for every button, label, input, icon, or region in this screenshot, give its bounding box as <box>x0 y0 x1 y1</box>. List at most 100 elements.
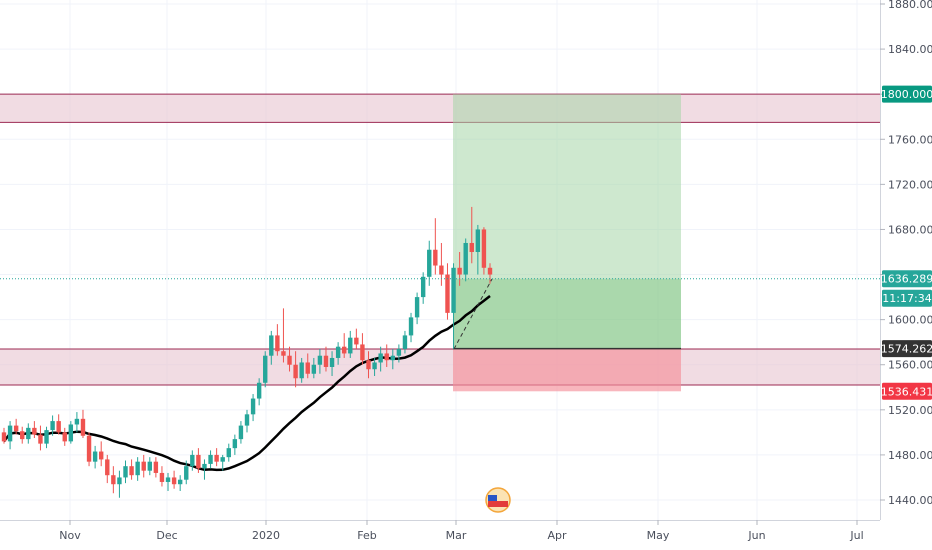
x-tick-label: Apr <box>547 529 567 542</box>
candle-body <box>56 421 61 433</box>
y-tick-label: 1760.000 <box>888 133 932 146</box>
long-position-tool[interactable] <box>453 94 681 392</box>
candle-body <box>433 249 438 266</box>
candle-body <box>457 267 462 275</box>
candle-body <box>269 335 274 356</box>
candle-body <box>165 477 171 482</box>
y-tick-label: 1720.000 <box>888 178 932 191</box>
price-axis[interactable]: 1880.000 1840.000 1800.000 1760.000 1720.000… <box>880 0 932 507</box>
candle-body <box>44 430 49 444</box>
candle-body <box>323 355 329 367</box>
loss-area[interactable] <box>453 348 681 392</box>
candle-body <box>32 427 37 435</box>
candle-body <box>390 355 395 361</box>
x-tick-label: Feb <box>357 529 376 542</box>
x-tick-label: May <box>647 529 670 542</box>
trend-line[interactable] <box>453 278 493 350</box>
candle-body <box>20 431 25 440</box>
resistance-zone[interactable] <box>0 94 880 123</box>
price-tags: 1800.000 1636.289 11:17:34 1574.262 1536.431 <box>881 85 932 400</box>
candle-body <box>305 362 310 374</box>
candle-body <box>38 434 43 444</box>
candle-body <box>451 267 456 313</box>
candle-body <box>487 267 493 275</box>
candle-body <box>171 477 177 485</box>
candle-body <box>196 454 201 469</box>
y-tick-label: 1560.000 <box>888 359 932 372</box>
candle-body <box>129 466 134 476</box>
candle-body <box>354 337 359 345</box>
x-tick-label: Jun <box>747 529 765 542</box>
zones <box>0 93 880 386</box>
candle-body <box>214 454 219 462</box>
candle-body <box>378 353 383 363</box>
price-tag <box>882 85 932 103</box>
candle-body <box>329 357 335 367</box>
time-axis[interactable]: Nov Dec 2020 Feb Mar Apr May Jun Jul <box>59 520 864 542</box>
candle-body <box>92 451 98 462</box>
candle-body <box>396 348 402 356</box>
y-tick-label: 1520.000 <box>888 404 932 417</box>
candle-body <box>159 472 165 482</box>
candle-body <box>50 421 55 431</box>
candle-body <box>74 418 80 425</box>
candle-body <box>311 364 317 374</box>
candle-body <box>414 297 420 318</box>
candle-body <box>7 425 13 442</box>
candle-body <box>232 439 238 449</box>
x-tick-label: Dec <box>156 529 177 542</box>
candle-body <box>360 344 365 361</box>
candle-body <box>202 463 207 469</box>
profit-area[interactable] <box>453 94 681 349</box>
flag-stripe <box>488 501 508 507</box>
candle-body <box>439 265 444 275</box>
candle-body <box>372 362 377 370</box>
candle-body <box>275 335 280 352</box>
y-tick-label: 1440.000 <box>888 494 932 507</box>
candle-body <box>481 229 487 268</box>
candle-body <box>177 479 183 485</box>
candle-body <box>1 432 7 442</box>
candle-body <box>220 457 225 462</box>
candle-body <box>117 477 122 485</box>
candle-body <box>342 346 347 354</box>
candle-body <box>475 229 481 252</box>
x-tick-label: Jul <box>849 529 863 542</box>
candle-body <box>147 461 152 471</box>
candle-body <box>135 461 140 476</box>
candle-body <box>335 346 341 358</box>
y-tick-label: 1840.000 <box>888 43 932 56</box>
candle-body <box>238 425 244 440</box>
candle-body <box>281 351 286 356</box>
price-tag <box>882 289 932 307</box>
candle-body <box>26 427 31 440</box>
y-tick-label: 1680.000 <box>888 223 932 236</box>
x-tick-label: Nov <box>59 529 81 542</box>
candle-body <box>99 451 104 460</box>
candle-body <box>111 475 116 485</box>
candle-body <box>317 355 323 365</box>
plot-background <box>0 0 880 520</box>
price-tag <box>882 382 932 400</box>
candle-body <box>80 418 86 436</box>
candle-body <box>427 249 432 277</box>
candle-body <box>420 276 426 298</box>
candle-body <box>62 432 67 442</box>
price-tag-label: 1800.000 <box>881 88 932 101</box>
x-tick-label: Mar <box>446 529 467 542</box>
candle-body <box>348 337 353 354</box>
candle-body <box>13 425 19 432</box>
flag-canton <box>488 495 497 501</box>
candle-body <box>463 242 468 275</box>
candle-body <box>184 466 189 480</box>
support-zone[interactable] <box>0 348 880 386</box>
price-tag <box>882 340 932 358</box>
candles <box>1 206 493 498</box>
candle-body <box>263 355 268 383</box>
candle-body <box>445 274 450 313</box>
candle-body <box>244 414 250 426</box>
event-logo[interactable] <box>485 487 511 513</box>
candle-body <box>384 353 389 361</box>
candle-body <box>141 461 146 471</box>
